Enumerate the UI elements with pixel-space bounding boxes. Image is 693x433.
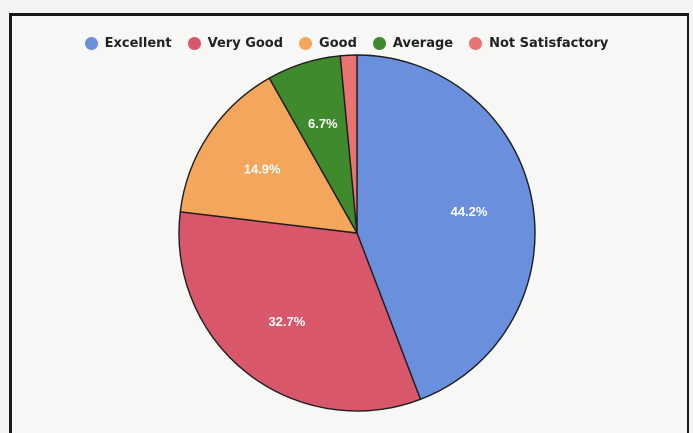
legend-swatch-average — [372, 36, 386, 50]
legend-label-good: Good — [319, 35, 357, 51]
legend-label-not-satisfactory: Not Satisfactory — [489, 35, 609, 51]
pie-label-excellent: 44.2% — [451, 204, 488, 219]
legend-label-very-good: Very Good — [207, 35, 284, 51]
legend-item-good: Good — [299, 36, 357, 51]
legend-item-not-satisfactory: Not Satisfactory — [469, 36, 608, 51]
legend-label-excellent: Excellent — [104, 35, 172, 51]
pie-label-very-good: 32.7% — [268, 314, 305, 329]
chart-legend: Excellent Very Good Good Average Not Sat… — [0, 30, 693, 56]
pie-slice-good — [179, 77, 358, 234]
pie-slice-not-satisfactory — [339, 54, 358, 234]
pie-label-average: 6.7% — [308, 116, 338, 131]
pie-slice-excellent — [356, 54, 536, 401]
legend-swatch-excellent — [84, 36, 98, 50]
legend-item-very-good: Very Good — [187, 35, 284, 51]
legend-swatch-not-satisfactory — [469, 36, 483, 50]
legend-swatch-very-good — [187, 36, 201, 50]
pie-label-good: 14.9% — [244, 161, 281, 176]
legend-item-average: Average — [372, 35, 454, 51]
legend-label-average: Average — [392, 35, 454, 51]
legend-swatch-good — [299, 36, 313, 50]
pie-slice-very-good — [178, 211, 422, 412]
legend-item-excellent: Excellent — [84, 35, 172, 51]
pie-chart: 44.2% 32.7% 14.9% 6.7% — [178, 54, 536, 412]
